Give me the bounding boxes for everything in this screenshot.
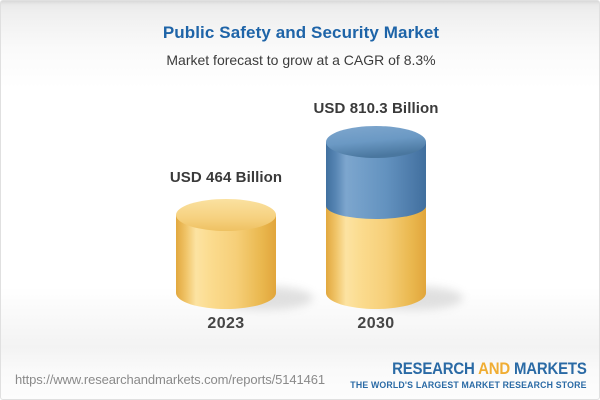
research-and-markets-logo[interactable]: RESEARCH AND MARKETS THE WORLD'S LARGEST…	[343, 360, 588, 390]
logo-word-and: AND	[478, 359, 511, 378]
axis-label-2030: 2030	[357, 315, 395, 332]
logo-word-research: RESEARCH	[392, 359, 475, 378]
value-label-2023: USD 464 Billion	[169, 169, 283, 186]
bar-2030	[326, 126, 463, 310]
bar-2023	[176, 199, 313, 310]
page-title: Public Safety and Security Market	[162, 23, 440, 42]
logo-tagline: THE WORLD'S LARGEST MARKET RESEARCH STOR…	[350, 380, 587, 390]
logo-wordmark: RESEARCH AND MARKETS	[373, 360, 587, 377]
value-label-2030: USD 810.3 Billion	[313, 100, 439, 117]
logo-word-markets: MARKETS	[514, 359, 587, 378]
axis-label-2023: 2023	[207, 315, 245, 332]
bar-2023-top	[176, 199, 276, 231]
page-subtitle: Market forecast to grow at a CAGR of 8.3…	[166, 52, 436, 68]
bar-2030-blue-top	[326, 126, 426, 158]
report-url[interactable]: https://www.researchandmarkets.com/repor…	[15, 372, 326, 387]
